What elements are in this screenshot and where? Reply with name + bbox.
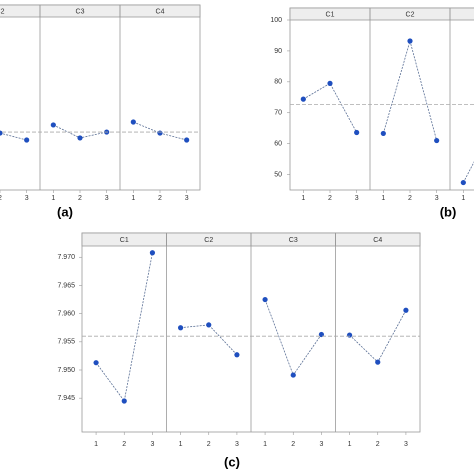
x-tick-label: 3: [105, 195, 109, 202]
plot-frame: [0, 4, 201, 191]
x-tick-label: 1: [263, 441, 267, 448]
x-tick-label: 3: [319, 441, 323, 448]
facet-title: C4: [373, 237, 382, 244]
point: [130, 119, 136, 125]
facet-title: C2: [406, 11, 415, 18]
x-tick-label: 3: [185, 195, 189, 202]
point: [403, 307, 409, 313]
facet-title: C2: [204, 237, 213, 244]
x-tick-label: 2: [78, 195, 82, 202]
facet-title: C4: [156, 8, 165, 15]
y-tick-label: 7.955: [57, 339, 75, 346]
point: [0, 130, 3, 136]
point: [50, 122, 56, 128]
y-tick-label: 50: [274, 171, 282, 178]
x-tick-label: 3: [235, 441, 239, 448]
x-tick-label: 3: [355, 195, 359, 202]
plot-frame: [289, 7, 474, 191]
facet-title: C3: [76, 8, 85, 15]
point: [327, 80, 333, 86]
x-tick-label: 2: [291, 441, 295, 448]
x-tick-label: 2: [122, 441, 126, 448]
effect-line: [0, 132, 27, 141]
facet-title: C1: [326, 11, 335, 18]
point: [346, 332, 353, 338]
point: [157, 130, 163, 136]
x-tick-label: 2: [158, 195, 162, 202]
y-tick-label: 7.970: [57, 254, 75, 261]
point: [407, 38, 413, 44]
effect-line: [180, 324, 238, 356]
y-tick-label: 7.960: [57, 310, 75, 317]
point: [354, 129, 360, 136]
x-tick-label: 1: [51, 195, 55, 202]
x-tick-label: 2: [328, 195, 332, 202]
x-tick-label: 3: [150, 441, 154, 448]
effect-line: [95, 252, 153, 402]
point: [460, 179, 466, 186]
x-tick-label: 2: [408, 195, 412, 202]
point: [177, 325, 184, 331]
point: [121, 398, 127, 404]
y-tick-label: 70: [274, 110, 282, 117]
panel-label: (c): [224, 454, 240, 469]
x-tick-label: 1: [179, 441, 183, 448]
y-tick-label: 80: [274, 79, 282, 86]
y-tick-label: 7.965: [57, 282, 75, 289]
x-tick-label: 2: [0, 195, 2, 202]
point: [93, 360, 99, 366]
y-tick-label: 60: [274, 140, 282, 147]
point: [290, 372, 296, 378]
effect-line: [382, 39, 438, 141]
x-tick-label: 3: [435, 195, 439, 202]
effect-line: [303, 82, 358, 133]
point: [184, 137, 190, 143]
facet-title: C3: [289, 237, 298, 244]
x-tick-label: 1: [94, 441, 98, 448]
panel-2: 7.945 7.950 7.955 7.960 7.965 7.970 C1 1 2 3 C2 1 2 3…: [57, 232, 421, 448]
point: [77, 135, 83, 141]
x-tick-label: 1: [381, 195, 385, 202]
y-tick-label: 90: [274, 48, 282, 55]
y-tick-label: 7.945: [57, 395, 75, 402]
panel-1: 5060708090100C1123C2123C3123: [270, 7, 474, 202]
point: [24, 137, 30, 143]
x-tick-label: 1: [461, 195, 465, 202]
point: [234, 352, 240, 358]
x-tick-label: 1: [301, 195, 305, 202]
facet-title: C1: [120, 237, 129, 244]
point: [206, 322, 212, 328]
facet-title: C2: [0, 8, 5, 15]
x-tick-label: 1: [348, 441, 352, 448]
point: [375, 359, 381, 365]
point: [434, 137, 440, 144]
point: [262, 296, 268, 303]
x-tick-label: 1: [131, 195, 135, 202]
panel-label: (b): [440, 204, 457, 219]
x-tick-label: 2: [207, 441, 211, 448]
point: [149, 250, 156, 256]
effect-line: [264, 299, 322, 376]
x-tick-label: 2: [376, 441, 380, 448]
y-tick-label: 100: [270, 17, 282, 24]
facet-header: [449, 7, 474, 21]
panel-label: (a): [57, 204, 73, 219]
x-tick-label: 3: [404, 441, 408, 448]
y-tick-label: 7.950: [57, 367, 75, 374]
effect-line: [462, 161, 474, 183]
point: [380, 130, 386, 137]
x-tick-label: 3: [25, 195, 29, 202]
facet-header: [0, 4, 41, 18]
point: [300, 96, 306, 102]
